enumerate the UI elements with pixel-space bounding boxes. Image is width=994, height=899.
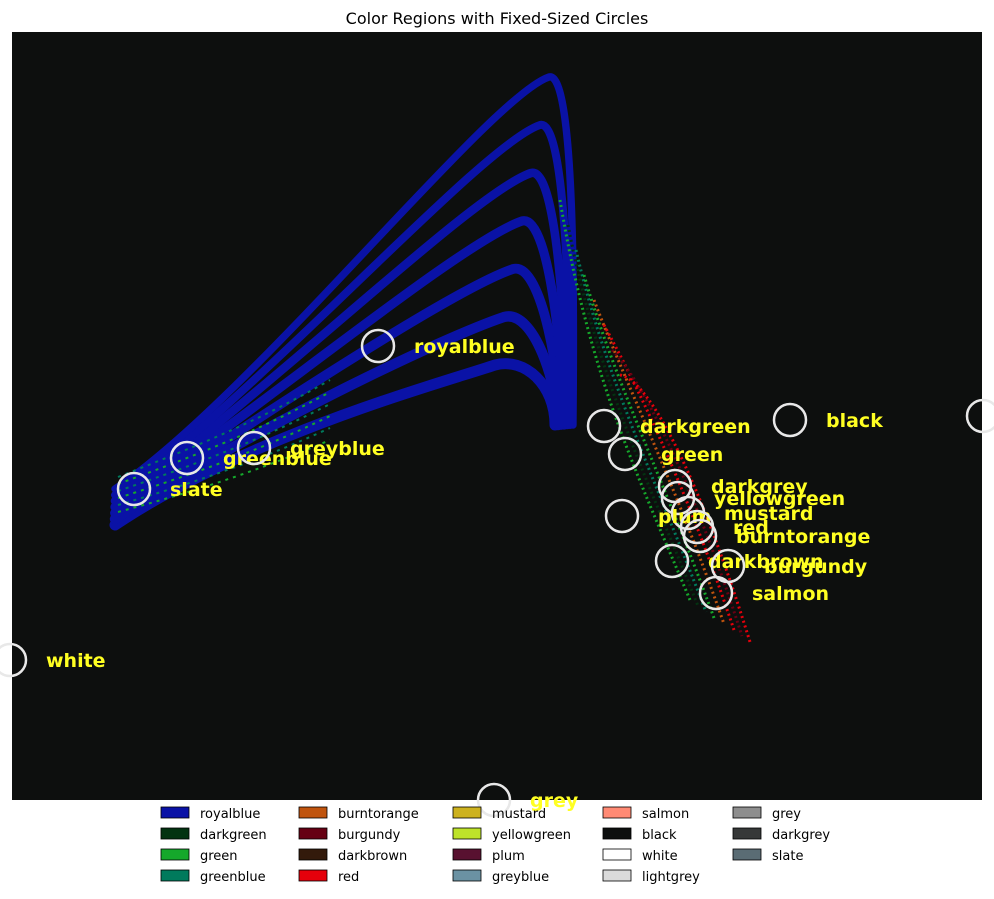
royalblue-marker — [360, 328, 396, 364]
darkgreen-marker — [586, 408, 622, 444]
legend-swatch-royalblue — [160, 806, 190, 819]
legend-label-salmon: salmon — [642, 807, 689, 822]
slate-marker — [116, 471, 152, 507]
burgundy-label: burgundy — [764, 556, 868, 578]
royalblue-stripe — [111, 73, 578, 493]
legend-swatch-lightgrey — [602, 869, 632, 882]
greenblue-stripe — [117, 403, 331, 492]
legend-label-greenblue: greenblue — [200, 870, 266, 885]
legend-swatch-white — [602, 848, 632, 861]
legend-swatch-darkgreen — [160, 827, 190, 840]
legend-label-yellowgreen: yellowgreen — [492, 828, 571, 843]
royalblue-stripe — [109, 311, 564, 525]
greenblue-stripe — [117, 391, 331, 485]
mustard-label: mustard — [724, 503, 814, 525]
red-label: red — [733, 517, 769, 539]
legend-swatch-burgundy — [298, 827, 328, 840]
legend-swatch-red — [298, 869, 328, 882]
chart-title: Color Regions with Fixed-Sized Circles — [346, 9, 649, 28]
darkgreen-label: darkgreen — [640, 416, 751, 438]
legend-swatch-greyblue — [452, 869, 482, 882]
white-marker — [0, 642, 28, 678]
region-stripe — [582, 274, 716, 619]
legend-swatch-plum — [452, 848, 482, 861]
legend-label-burntorange: burntorange — [338, 807, 419, 822]
legend-label-darkgreen: darkgreen — [200, 828, 267, 843]
royalblue-stripe — [111, 121, 574, 499]
legend-swatch-black — [602, 827, 632, 840]
legend-swatch-darkgrey — [732, 827, 762, 840]
legend-label-darkbrown: darkbrown — [338, 849, 407, 864]
salmon-marker — [698, 575, 734, 611]
legend-label-grey: grey — [772, 807, 801, 822]
legend-swatch-yellowgreen — [452, 827, 482, 840]
darkbrown-label: darkbrown — [708, 551, 824, 573]
salmon-label: salmon — [752, 583, 829, 605]
legend-label-plum: plum — [492, 849, 525, 864]
legend-label-red: red — [338, 870, 359, 885]
lightgrey-marker — [965, 398, 994, 434]
white-label: white — [46, 650, 106, 672]
yellowgreen-label: yellowgreen — [714, 488, 845, 510]
grey-marker — [476, 782, 512, 818]
royalblue-stripe — [110, 168, 572, 506]
legend: royalblue darkgreen green greenblue burntora… — [160, 806, 830, 885]
legend-label-white: white — [642, 849, 678, 864]
greenblue-marker — [169, 440, 205, 476]
green-label: green — [661, 444, 723, 466]
legend-label-black: black — [642, 828, 677, 843]
greyblue-label: greyblue — [290, 438, 385, 460]
darkgrey-label: darkgrey — [711, 476, 808, 498]
plot-area — [12, 32, 982, 800]
black-label: black — [826, 410, 883, 432]
legend-swatch-burntorange — [298, 806, 328, 819]
legend-swatch-slate — [732, 848, 762, 861]
royalblue-stripe — [110, 216, 569, 512]
plum-marker — [604, 498, 640, 534]
legend-label-greyblue: greyblue — [492, 870, 549, 885]
region-stripe — [558, 199, 692, 601]
legend-label-royalblue: royalblue — [200, 807, 260, 822]
legend-swatch-salmon — [602, 806, 632, 819]
burntorange-label: burntorange — [736, 526, 870, 548]
green-marker — [607, 436, 643, 472]
royalblue-label: royalblue — [414, 336, 515, 358]
legend-label-lightgrey: lightgrey — [642, 870, 700, 885]
grey-label: grey — [530, 790, 579, 812]
region-stripe — [602, 324, 736, 631]
greyblue-marker — [236, 430, 272, 466]
region-stripe — [619, 373, 752, 643]
legend-label-darkgrey: darkgrey — [772, 828, 830, 843]
legend-swatch-green — [160, 848, 190, 861]
legend-swatch-greenblue — [160, 869, 190, 882]
region-stripe — [592, 299, 726, 625]
region-stripe — [574, 249, 708, 613]
royalblue-stripe — [110, 264, 566, 518]
burntorange-marker — [682, 518, 718, 554]
legend-label-burgundy: burgundy — [338, 828, 401, 843]
greenblue-stripe — [117, 379, 331, 478]
royalblue-stripe — [109, 358, 561, 531]
legend-swatch-darkbrown — [298, 848, 328, 861]
darkbrown-marker — [654, 543, 690, 579]
legend-label-mustard: mustard — [492, 807, 546, 822]
legend-label-slate: slate — [772, 849, 803, 864]
legend-swatch-mustard — [452, 806, 482, 819]
region-stripe — [566, 224, 700, 607]
circle-markers: royalbluedarkgreengreengreenbluegreyblue… — [0, 328, 994, 818]
legend-swatch-grey — [732, 806, 762, 819]
slate-label: slate — [170, 479, 223, 501]
black-marker — [772, 402, 808, 438]
legend-label-green: green — [200, 849, 238, 864]
